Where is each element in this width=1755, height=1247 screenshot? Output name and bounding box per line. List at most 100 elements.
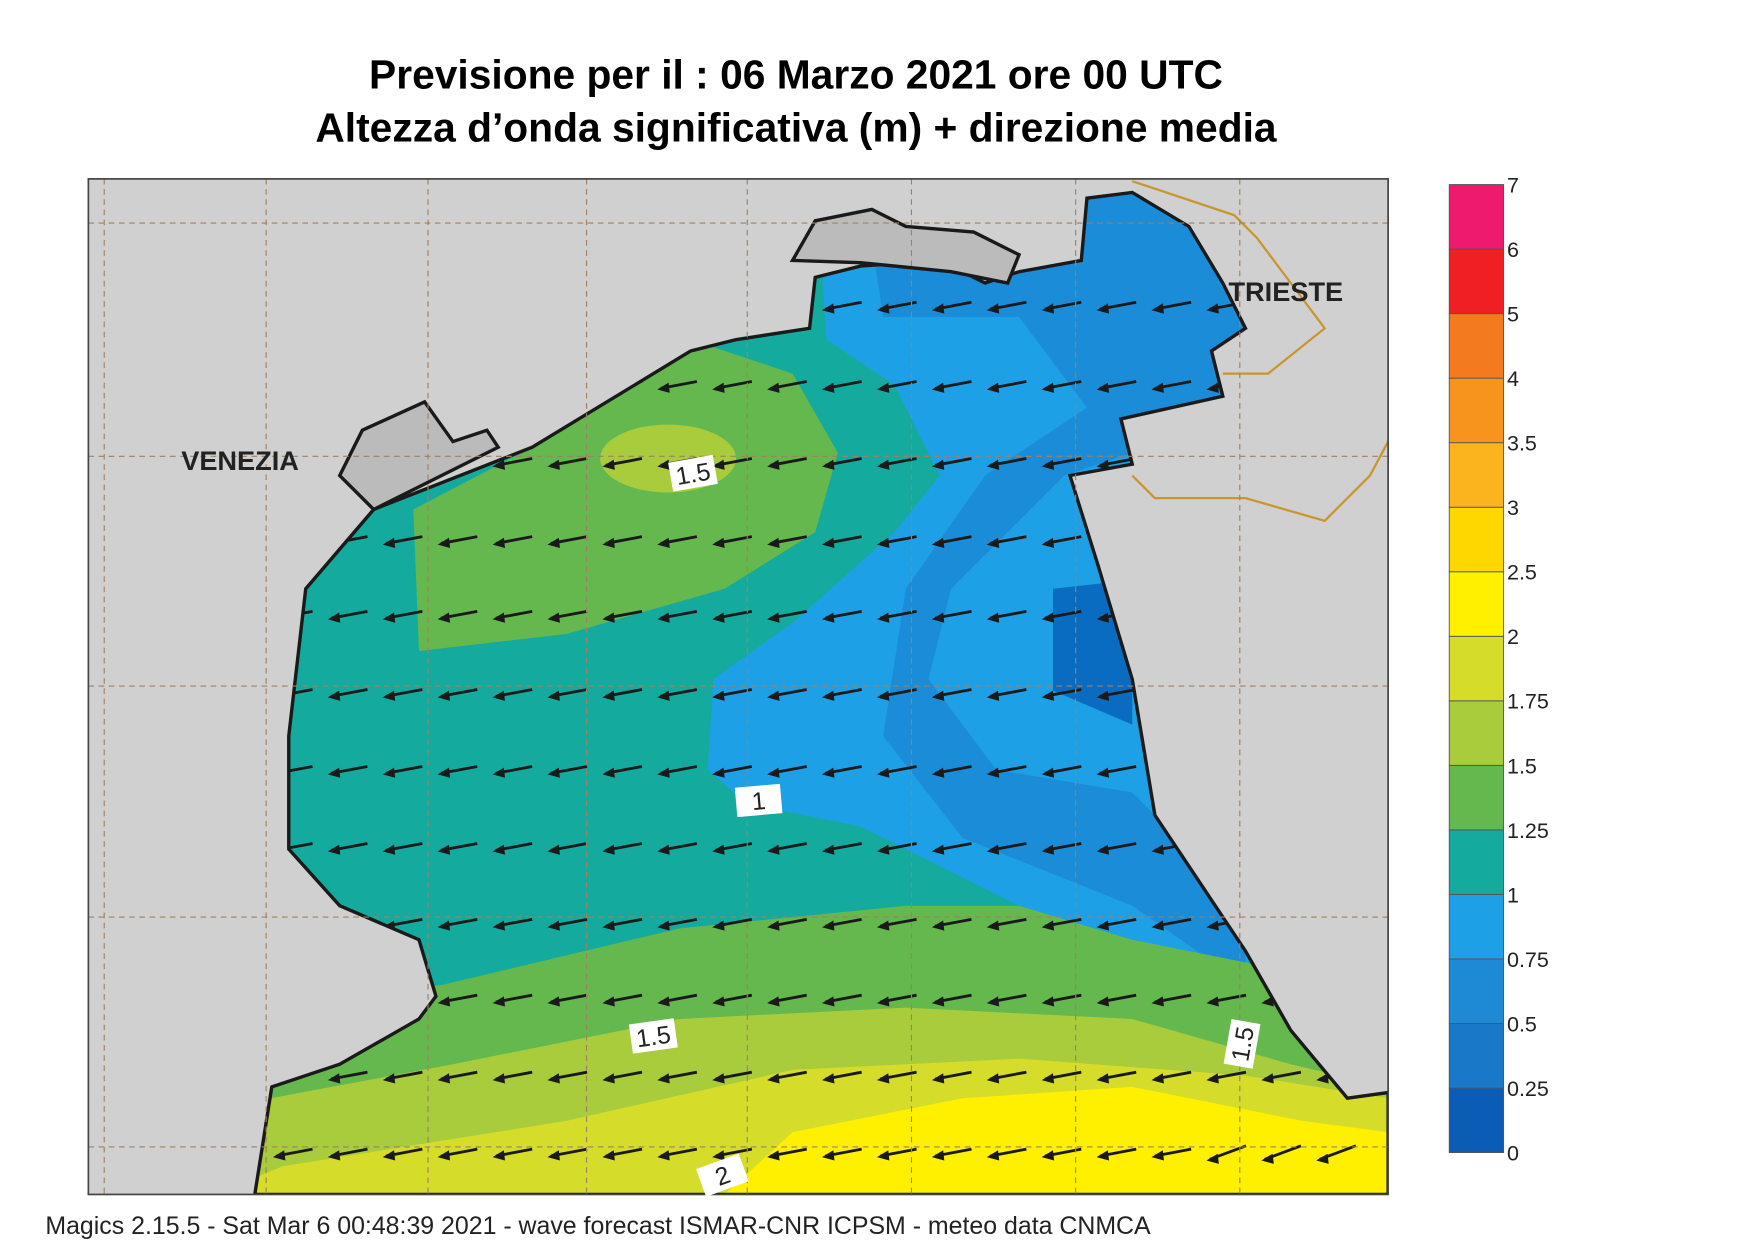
arrow-head — [986, 996, 1000, 1007]
arrow-head — [712, 459, 725, 470]
band-2-25 — [724, 1086, 1389, 1195]
arrow-head — [657, 459, 670, 470]
arrow-head — [1151, 382, 1164, 393]
arrow-head — [1206, 303, 1219, 314]
arrow-head — [931, 844, 945, 855]
arrow-head — [1041, 844, 1055, 855]
arrow-head — [492, 612, 506, 623]
arrow-head — [1041, 459, 1055, 470]
arrow-head — [1316, 1153, 1329, 1164]
arrow-head — [1041, 690, 1055, 701]
arrow-head — [492, 459, 506, 470]
arrow-head — [1261, 1153, 1274, 1164]
arrow-head — [986, 844, 1000, 855]
arrow-head — [437, 537, 451, 548]
arrow-head — [931, 459, 945, 470]
colorbar-swatch — [1448, 700, 1505, 766]
arrow-head — [1206, 1153, 1219, 1164]
colorbar-label: 1.5 — [1507, 754, 1537, 778]
arrow-head — [712, 612, 725, 623]
colorbar-swatch — [1448, 442, 1505, 508]
colorbar-label: 0.75 — [1507, 948, 1549, 972]
arrow-head — [822, 996, 835, 1007]
arrow-head — [986, 767, 1000, 778]
colorbar-label: 0 — [1507, 1141, 1519, 1165]
arrow-head — [986, 459, 1000, 470]
band-05-075 — [860, 192, 1246, 985]
colorbar-label: 1.75 — [1507, 690, 1549, 714]
colorbar-swatch — [1448, 506, 1505, 573]
arrow-head — [767, 996, 780, 1007]
arrow-head — [492, 537, 506, 548]
arrow-head — [986, 690, 1000, 701]
colorbar-label: 7 — [1507, 173, 1519, 197]
arrow-head — [822, 612, 835, 623]
arrow-head — [437, 996, 451, 1007]
arrow-head — [1096, 690, 1110, 701]
arrow-head — [822, 690, 835, 701]
arrow-head — [1151, 920, 1164, 931]
arrow-head — [327, 612, 341, 623]
band-125-15 — [413, 339, 838, 652]
arrow-head — [986, 382, 1000, 393]
arrow-head — [1041, 612, 1055, 623]
arrow-head — [1096, 612, 1110, 623]
label-box — [1223, 1019, 1261, 1069]
contour-label: 2 — [696, 1153, 749, 1197]
arrow-head — [657, 612, 670, 623]
arrow-head — [931, 690, 945, 701]
footer: Magics 2.15.5 - Sat Mar 6 00:48:39 2021 … — [45, 1212, 1151, 1240]
arrow-head — [492, 690, 506, 701]
colorbar-label: 4 — [1507, 367, 1519, 391]
colorbar-label: 1 — [1507, 883, 1519, 907]
colorbar-swatch — [1448, 1087, 1505, 1154]
arrow-head — [822, 459, 835, 470]
arrow-head — [767, 382, 780, 393]
arrow-head — [712, 920, 725, 931]
colorbar: 0 0.25 0.5 0.75 1 1.25 1.5 1.75 2 2.5 3 3.5 4 5 6 7 — [1448, 173, 1549, 1165]
colorbar-label: 6 — [1507, 238, 1519, 262]
arrow-head — [712, 844, 725, 855]
lagoon — [789, 207, 1022, 285]
arrow-head — [1206, 920, 1219, 931]
colorbar-swatch — [1448, 313, 1505, 379]
arrow-head — [327, 844, 341, 855]
arrow-head — [712, 767, 725, 778]
arrow-head — [657, 920, 670, 931]
arrow-head — [1096, 767, 1110, 778]
arrow-head — [327, 690, 341, 701]
map-frame — [87, 178, 1389, 1196]
arrow-head — [822, 767, 835, 778]
arrow-head — [437, 844, 451, 855]
arrow-head — [767, 612, 780, 623]
arrow-head — [1041, 996, 1055, 1007]
colorbar-swatch — [1448, 635, 1505, 702]
arrow-head — [986, 303, 1000, 314]
arrow-head — [437, 612, 451, 623]
arrow-head — [712, 537, 725, 548]
contour-labels: 1.5 1 1.5 1.5 2 — [628, 454, 1261, 1197]
arrow-head — [986, 537, 1000, 548]
colorbar-label: 0.5 — [1507, 1012, 1537, 1036]
arrow-head — [1096, 382, 1110, 393]
colorbar-swatch — [1448, 829, 1505, 895]
arrow-head — [1151, 303, 1164, 314]
arrow-head — [437, 767, 451, 778]
arrow-head — [657, 996, 670, 1007]
label-text: 1.5 — [674, 457, 713, 491]
arrow-head — [1206, 996, 1219, 1007]
arrow-head — [1096, 920, 1110, 931]
colorbar-label: 3 — [1507, 496, 1519, 520]
arrow-head — [931, 537, 945, 548]
border — [1131, 180, 1389, 523]
arrow-head — [767, 690, 780, 701]
label-text: 1.5 — [1226, 1025, 1260, 1064]
label-box — [696, 1153, 749, 1197]
colorbar-swatch — [1448, 248, 1505, 315]
arrow-head — [492, 920, 506, 931]
arrow-head — [492, 996, 506, 1007]
title: Previsione per il : 06 Marzo 2021 ore 00… — [369, 51, 1223, 97]
arrow-head — [1041, 303, 1055, 314]
arrow-head — [437, 920, 451, 931]
